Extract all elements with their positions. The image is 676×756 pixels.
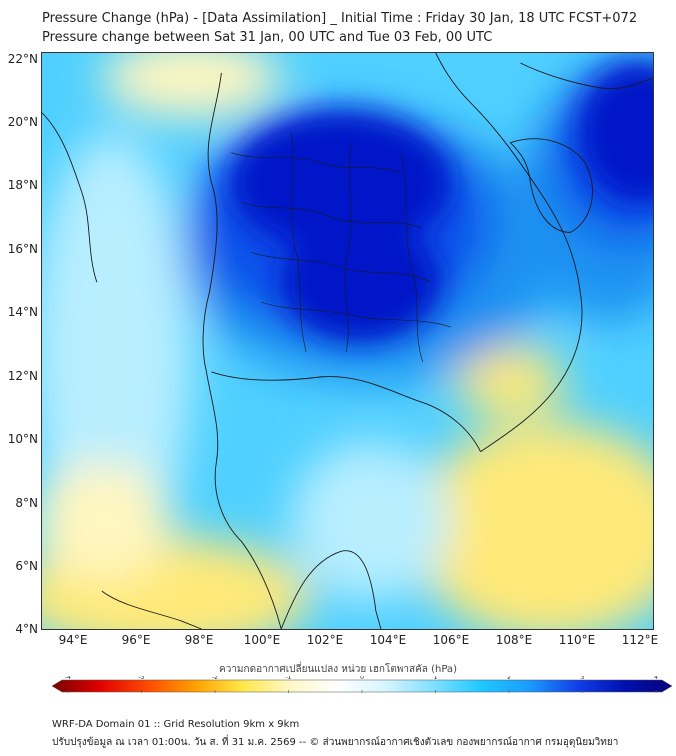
field-region xyxy=(101,53,282,118)
lat-label: 6°N xyxy=(15,559,38,573)
lat-label: 8°N xyxy=(15,496,38,510)
lat-label: 18°N xyxy=(7,178,38,192)
coastlines xyxy=(42,53,653,629)
colorbar: -4 -3 -2 -1 0 1 2 3 4 xyxy=(52,676,672,693)
field-region xyxy=(42,461,172,582)
lat-label: 22°N xyxy=(7,52,38,66)
colorbar-ticks: -4 -3 -2 -1 0 1 2 3 4 xyxy=(65,676,658,693)
lon-label: 100°E xyxy=(243,633,281,647)
map-title: Pressure Change (hPa) - [Data Assimilati… xyxy=(42,11,638,26)
colorbar-tick-label: -1 xyxy=(286,676,292,681)
lat-label: 12°N xyxy=(7,369,38,383)
lon-label: 108°E xyxy=(495,633,533,647)
colorbar-tick-label: 3 xyxy=(581,676,585,681)
colorbar-tick-label: 2 xyxy=(507,676,511,681)
colorbar-gradient xyxy=(52,679,672,693)
map-subtitle: Pressure change between Sat 31 Jan, 00 U… xyxy=(42,30,493,45)
field-region xyxy=(231,112,451,253)
lon-label: 106°E xyxy=(432,633,470,647)
colorbar-tick-label: -2 xyxy=(212,676,218,681)
lat-label: 20°N xyxy=(7,115,38,129)
footer-credit: ปรับปรุงข้อมูล ณ เวลา 01:00น. วัน ส. ที่… xyxy=(52,737,619,748)
lon-label: 94°E xyxy=(58,633,88,647)
field-region xyxy=(580,62,653,203)
field-region xyxy=(455,346,566,417)
lat-label: 14°N xyxy=(7,305,38,319)
lon-label: 112°E xyxy=(621,633,659,647)
map-canvas xyxy=(42,53,653,629)
colorbar-tick-label: -4 xyxy=(65,676,71,681)
colorbar-tick-label: 4 xyxy=(654,676,658,681)
province-borders xyxy=(231,132,451,363)
colorbar-tick-label: 1 xyxy=(434,676,438,681)
lon-label: 96°E xyxy=(121,633,151,647)
field-region xyxy=(410,421,653,629)
lon-label: 104°E xyxy=(369,633,407,647)
lat-label: 4°N xyxy=(15,622,38,636)
pressure-change-map xyxy=(41,52,654,630)
lon-label: 110°E xyxy=(558,633,596,647)
colorbar-tick-label: -3 xyxy=(139,676,145,681)
pressure-core xyxy=(231,62,653,342)
lat-label: 16°N xyxy=(7,242,38,256)
colorbar-tick-label: 0 xyxy=(360,676,364,681)
footer-model-info: WRF-DA Domain 01 :: Grid Resolution 9km … xyxy=(52,719,300,730)
colorbar-title: ความกดอากาศเปลี่ยนแปลง หน่วย เฮกโตพาสคัล… xyxy=(219,664,457,675)
field-region xyxy=(291,441,451,602)
lon-label: 98°E xyxy=(184,633,214,647)
field-region xyxy=(42,132,192,572)
lon-label: 102°E xyxy=(306,633,344,647)
lat-label: 10°N xyxy=(7,432,38,446)
field-region xyxy=(281,222,441,342)
